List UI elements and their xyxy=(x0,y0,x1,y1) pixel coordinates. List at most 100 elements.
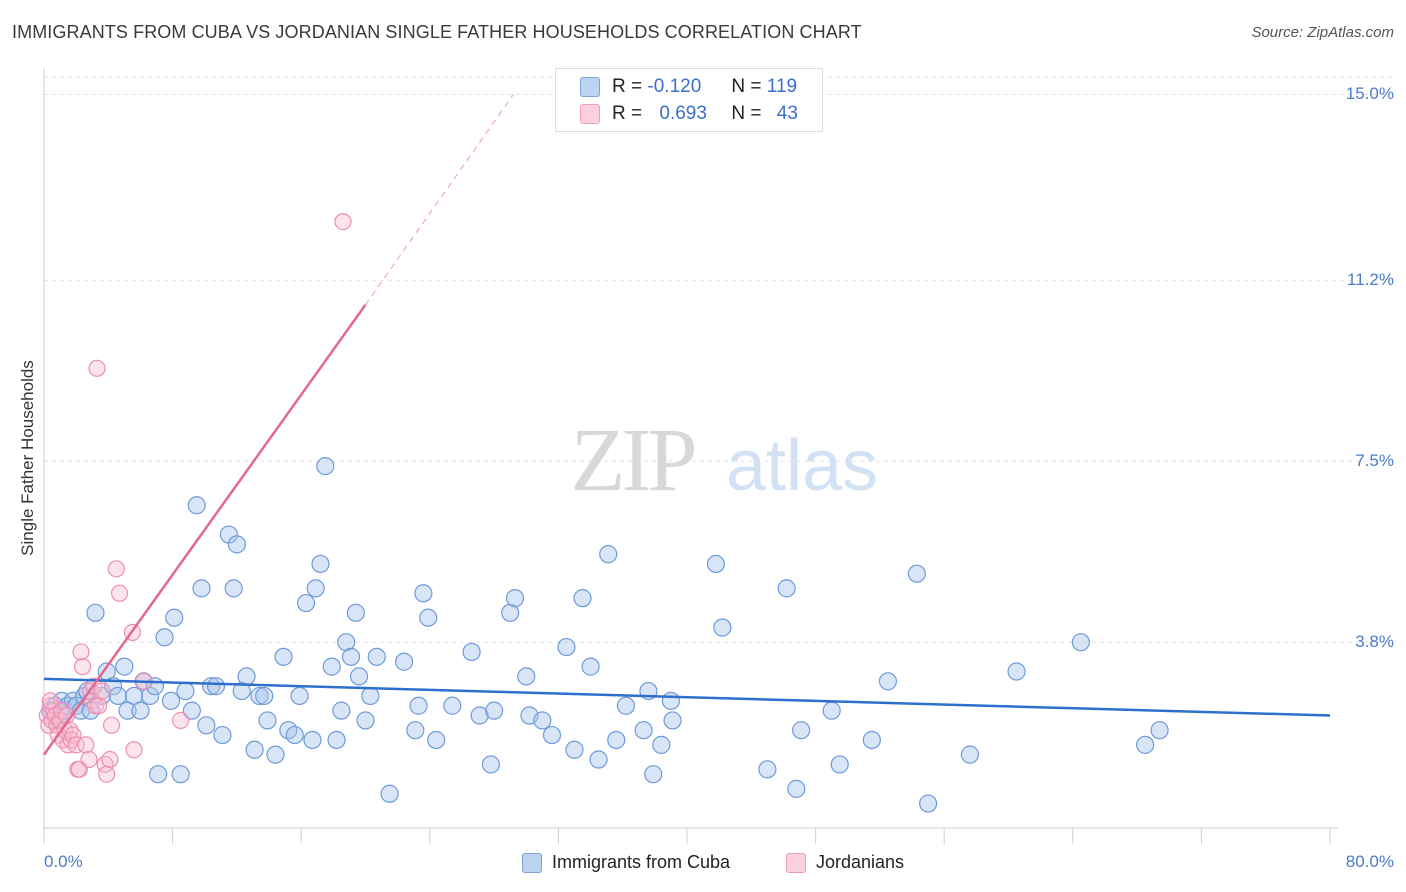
data-point-cuba xyxy=(155,628,174,647)
bottom-legend-jordan: Jordanians xyxy=(786,852,904,873)
data-point-cuba xyxy=(250,686,269,706)
data-point-cuba xyxy=(165,608,184,627)
data-point-cuba xyxy=(245,740,264,759)
data-point-jordan xyxy=(125,741,143,759)
data-point-cuba xyxy=(1071,633,1090,652)
legend-r-value-cuba: -0.120 xyxy=(647,76,702,97)
data-point-cuba xyxy=(367,647,386,666)
data-point-jordan xyxy=(64,726,82,744)
data-point-cuba xyxy=(140,686,160,706)
data-point-cuba xyxy=(481,755,500,774)
data-point-jordan xyxy=(101,750,119,769)
data-point-cuba xyxy=(565,740,584,759)
data-point-cuba xyxy=(197,716,216,735)
data-point-cuba xyxy=(557,637,576,657)
data-point-cuba xyxy=(634,721,653,740)
data-point-cuba xyxy=(349,667,369,686)
data-point-jordan xyxy=(41,692,60,710)
data-point-cuba xyxy=(589,750,608,769)
data-point-jordan xyxy=(172,711,190,730)
data-point-cuba xyxy=(607,730,626,750)
data-point-cuba xyxy=(258,711,277,730)
data-point-cuba xyxy=(706,554,726,574)
y-tick-label: 15.0% xyxy=(1345,84,1394,104)
data-point-cuba xyxy=(316,457,335,476)
watermark-atlas: atlas xyxy=(726,426,878,506)
data-point-cuba xyxy=(505,589,525,608)
data-point-jordan xyxy=(93,682,111,700)
data-point-jordan xyxy=(67,736,85,754)
watermark-zip: ZIP xyxy=(571,411,695,510)
data-point-cuba xyxy=(206,677,226,696)
y-tick-label: 3.8% xyxy=(1355,632,1394,652)
data-point-jordan xyxy=(41,697,60,715)
data-point-cuba xyxy=(115,657,134,676)
data-point-cuba xyxy=(787,779,806,798)
data-point-jordan xyxy=(110,584,129,602)
data-point-cuba xyxy=(266,745,285,764)
data-point-cuba xyxy=(599,545,618,564)
data-point-cuba xyxy=(237,667,256,686)
data-point-jordan xyxy=(56,721,74,739)
data-point-cuba xyxy=(960,745,980,764)
data-point-cuba xyxy=(907,564,926,583)
data-point-cuba xyxy=(661,691,681,710)
data-point-cuba xyxy=(406,721,425,740)
legend: R = -0.120 N = 119 R = 0.693 N = 43 xyxy=(555,68,823,132)
data-point-cuba xyxy=(919,794,938,813)
data-point-cuba xyxy=(296,593,316,613)
data-point-jordan xyxy=(90,697,108,715)
data-point-cuba xyxy=(1007,662,1026,681)
data-point-cuba xyxy=(822,701,841,720)
data-point-cuba xyxy=(224,579,243,598)
data-point-cuba xyxy=(792,721,811,740)
source-credit: Source: ZipAtlas.com xyxy=(1251,24,1394,41)
data-point-cuba xyxy=(255,686,274,706)
legend-n-label: N = xyxy=(731,76,762,97)
legend-n-label: N = xyxy=(731,103,762,124)
data-point-cuba xyxy=(182,701,201,720)
trend-line-jordan xyxy=(42,304,367,756)
trend-line-jordan-extension xyxy=(365,94,514,306)
data-point-jordan xyxy=(77,736,95,754)
bottom-legend-cuba: Immigrants from Cuba xyxy=(522,852,730,873)
bottom-legend-label-cuba: Immigrants from Cuba xyxy=(552,852,731,872)
data-point-cuba xyxy=(311,554,330,574)
data-point-cuba xyxy=(470,706,489,725)
x-tick-label-min: 0.0% xyxy=(44,852,83,871)
legend-swatch-cuba xyxy=(580,77,600,97)
legend-r-label: R = xyxy=(612,103,643,124)
data-point-cuba xyxy=(306,579,325,598)
data-point-cuba xyxy=(108,686,128,706)
data-point-cuba xyxy=(419,608,438,627)
data-point-jordan xyxy=(98,765,116,783)
legend-r-value-jordan: 0.693 xyxy=(659,103,707,124)
legend-row-cuba: R = -0.120 N = 119 xyxy=(580,75,797,99)
data-point-cuba xyxy=(777,579,796,598)
data-point-cuba xyxy=(322,657,341,676)
data-point-cuba xyxy=(232,681,251,701)
data-point-cuba xyxy=(581,657,600,676)
data-point-cuba xyxy=(862,730,881,750)
data-point-cuba xyxy=(758,760,777,779)
data-point-cuba xyxy=(573,589,592,608)
data-point-cuba xyxy=(337,633,356,652)
data-point-cuba xyxy=(1136,735,1155,754)
data-point-cuba xyxy=(285,725,304,745)
x-tick-label-max: 80.0% xyxy=(1345,852,1394,871)
legend-swatch-jordan xyxy=(580,104,600,124)
data-point-cuba xyxy=(290,686,309,706)
data-point-cuba xyxy=(341,647,361,666)
data-point-cuba xyxy=(409,696,428,715)
data-point-cuba xyxy=(644,765,663,784)
data-point-cuba xyxy=(149,765,168,784)
data-point-cuba xyxy=(394,652,414,671)
bottom-legend-swatch-cuba xyxy=(522,852,542,873)
data-point-cuba xyxy=(192,579,211,598)
data-point-cuba xyxy=(327,730,346,750)
data-point-cuba xyxy=(414,584,433,603)
data-point-jordan xyxy=(107,560,125,578)
data-point-cuba xyxy=(663,711,682,730)
data-point-cuba xyxy=(131,701,150,720)
